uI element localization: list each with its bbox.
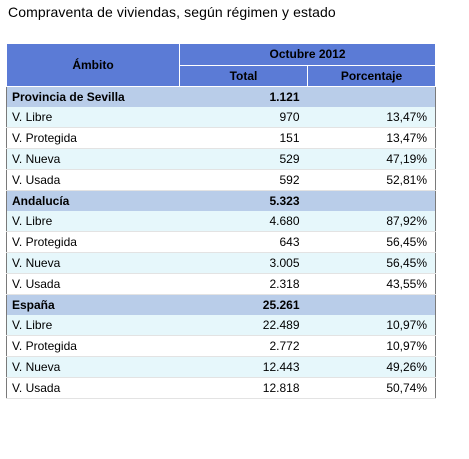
group-pct-empty bbox=[307, 294, 436, 315]
row-pct: 10,97% bbox=[307, 315, 436, 336]
row-total: 592 bbox=[179, 169, 308, 191]
row-label: V. Nueva bbox=[6, 356, 180, 378]
group-row: Andalucía 5.323 bbox=[6, 190, 436, 211]
row-label: V. Usada bbox=[6, 377, 180, 399]
table-row: V. Nueva 12.443 49,26% bbox=[6, 356, 436, 378]
group-name: España bbox=[6, 294, 180, 315]
row-pct: 87,92% bbox=[307, 211, 436, 232]
row-pct: 13,47% bbox=[307, 107, 436, 128]
group-pct-empty bbox=[307, 86, 436, 107]
header-period: Octubre 2012 bbox=[178, 43, 437, 66]
table-header-row: Ámbito Octubre 2012 bbox=[6, 43, 437, 87]
table-row: V. Libre 970 13,47% bbox=[6, 107, 436, 128]
group-name: Provincia de Sevilla bbox=[6, 86, 180, 107]
row-total: 12.443 bbox=[179, 356, 308, 378]
table-row: V. Usada 12.818 50,74% bbox=[6, 377, 436, 399]
row-label: V. Usada bbox=[6, 169, 180, 191]
table-row: V. Protegida 151 13,47% bbox=[6, 127, 436, 149]
group-pct-empty bbox=[307, 190, 436, 211]
table-row: V. Nueva 3.005 56,45% bbox=[6, 252, 436, 274]
row-label: V. Nueva bbox=[6, 252, 180, 274]
row-total: 151 bbox=[179, 127, 308, 149]
row-total: 22.489 bbox=[179, 315, 308, 336]
row-pct: 47,19% bbox=[307, 148, 436, 170]
header-porcentaje: Porcentaje bbox=[306, 64, 437, 87]
row-label: V. Protegida bbox=[6, 335, 180, 357]
row-pct: 52,81% bbox=[307, 169, 436, 191]
group-total: 5.323 bbox=[179, 190, 308, 211]
row-total: 643 bbox=[179, 231, 308, 253]
row-total: 970 bbox=[179, 107, 308, 128]
row-label: V. Libre bbox=[6, 315, 180, 336]
row-pct: 13,47% bbox=[307, 127, 436, 149]
table-subheader-row: Total Porcentaje bbox=[7, 64, 437, 87]
row-total: 4.680 bbox=[179, 211, 308, 232]
row-label: V. Protegida bbox=[6, 127, 180, 149]
group-row: Provincia de Sevilla 1.121 bbox=[6, 86, 436, 107]
header-total: Total bbox=[179, 64, 308, 87]
row-total: 3.005 bbox=[179, 252, 308, 274]
table-row: V. Usada 592 52,81% bbox=[6, 169, 436, 191]
data-table: Ámbito Octubre 2012 Total Porcentaje Pro… bbox=[6, 43, 437, 399]
group-row: España 25.261 bbox=[6, 294, 436, 315]
row-label: V. Libre bbox=[6, 107, 180, 128]
table-row: V. Nueva 529 47,19% bbox=[6, 148, 436, 170]
row-label: V. Usada bbox=[6, 273, 180, 295]
row-pct: 49,26% bbox=[307, 356, 436, 378]
header-ambito: Ámbito bbox=[6, 43, 180, 87]
group-total: 25.261 bbox=[179, 294, 308, 315]
row-label: V. Libre bbox=[6, 211, 180, 232]
row-label: V. Nueva bbox=[6, 148, 180, 170]
row-pct: 56,45% bbox=[307, 231, 436, 253]
row-total: 2.772 bbox=[179, 335, 308, 357]
table-row: V. Protegida 2.772 10,97% bbox=[6, 335, 436, 357]
group-name: Andalucía bbox=[6, 190, 180, 211]
group-total: 1.121 bbox=[179, 86, 308, 107]
table-row: V. Libre 4.680 87,92% bbox=[6, 211, 436, 232]
row-pct: 43,55% bbox=[307, 273, 436, 295]
row-pct: 10,97% bbox=[307, 335, 436, 357]
row-label: V. Protegida bbox=[6, 231, 180, 253]
row-pct: 50,74% bbox=[307, 377, 436, 399]
row-total: 12.818 bbox=[179, 377, 308, 399]
page-title: Compraventa de viviendas, según régimen … bbox=[8, 4, 336, 20]
row-total: 2.318 bbox=[179, 273, 308, 295]
row-pct: 56,45% bbox=[307, 252, 436, 274]
table-row: V. Libre 22.489 10,97% bbox=[6, 315, 436, 336]
table-row: V. Usada 2.318 43,55% bbox=[6, 273, 436, 295]
row-total: 529 bbox=[179, 148, 308, 170]
table-row: V. Protegida 643 56,45% bbox=[6, 231, 436, 253]
